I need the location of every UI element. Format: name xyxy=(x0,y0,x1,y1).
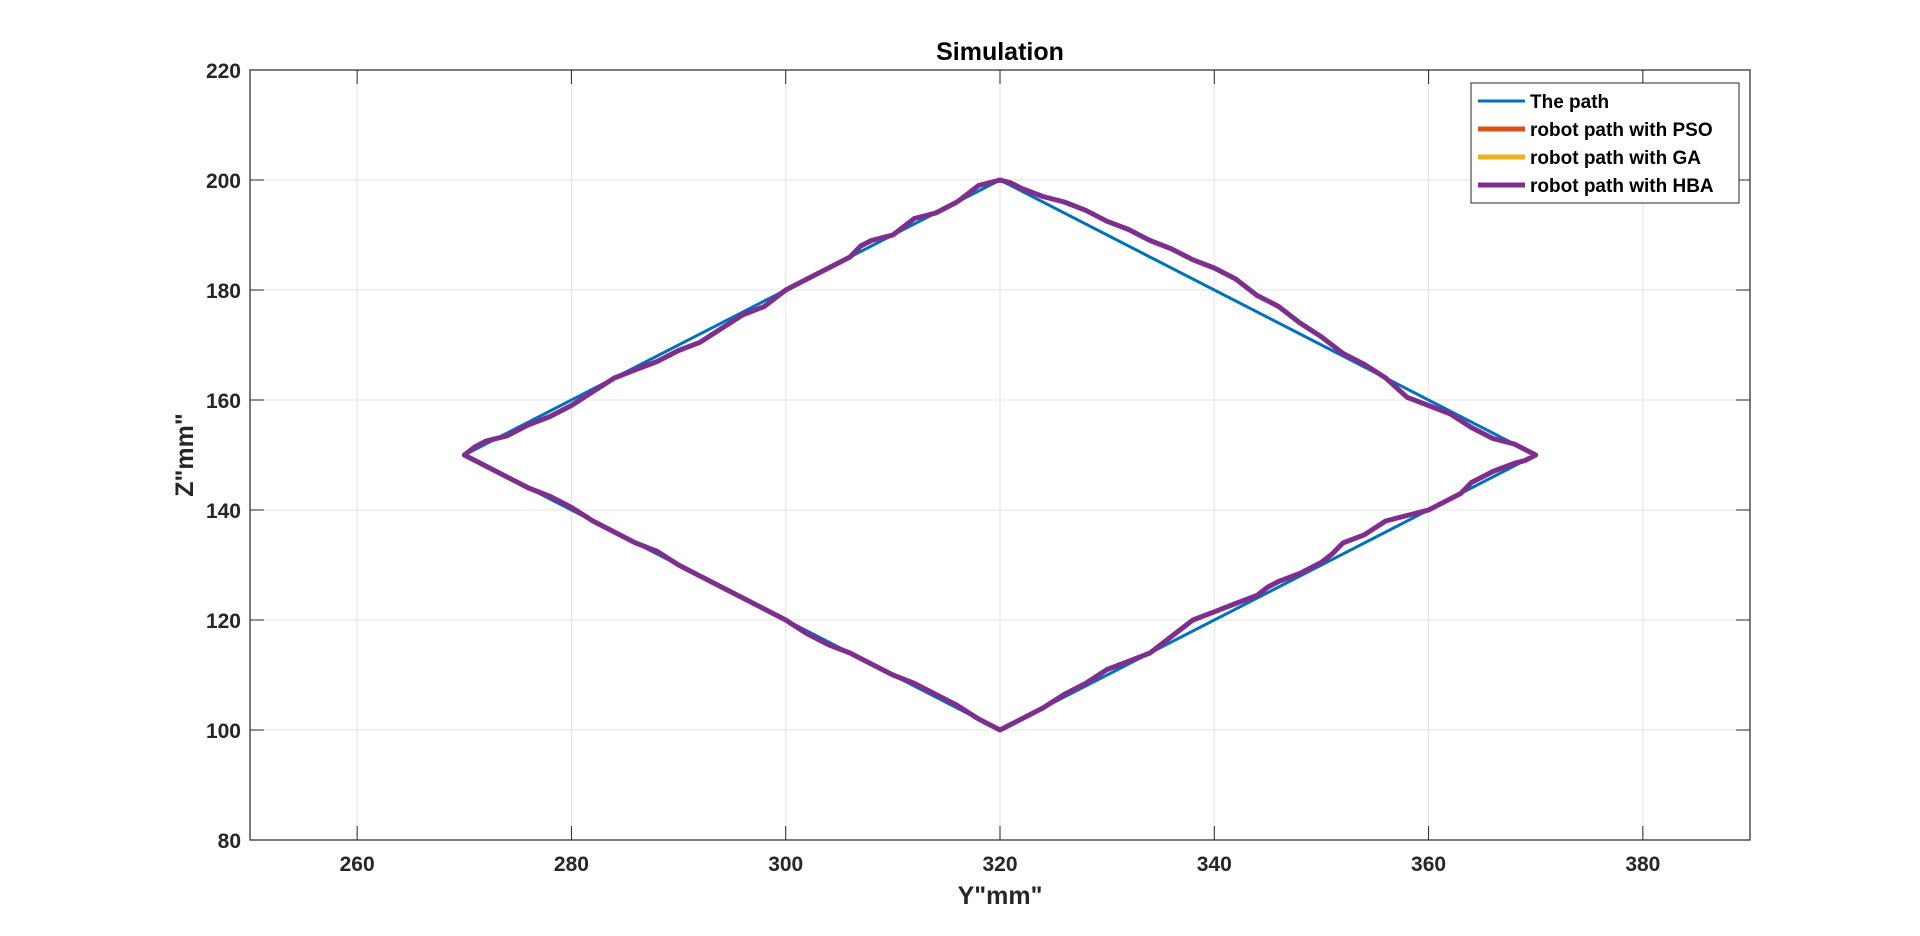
x-tick-label: 360 xyxy=(1411,853,1446,876)
x-tick-label: 260 xyxy=(340,853,375,876)
series-line-robot-path-with-hba xyxy=(461,177,1539,733)
y-tick-label: 140 xyxy=(206,500,241,523)
y-tick-label: 160 xyxy=(206,390,241,413)
x-axis-label: Y"mm" xyxy=(958,882,1043,910)
y-tick-label: 200 xyxy=(206,170,241,193)
y-axis-label: Z"mm" xyxy=(171,413,199,496)
y-tick-label: 100 xyxy=(206,720,241,743)
chart-title: Simulation xyxy=(936,38,1064,66)
y-tick-label: 180 xyxy=(206,280,241,303)
legend-label-robot-path-with-pso: robot path with PSO xyxy=(1530,120,1713,141)
legend: The path robot path with PSO robot path wi… xyxy=(1470,82,1740,204)
x-tick-label: 300 xyxy=(768,853,803,876)
x-tick-label: 280 xyxy=(554,853,589,876)
x-tick-label: 340 xyxy=(1197,853,1232,876)
series-layer xyxy=(461,177,1539,733)
x-tick-label: 320 xyxy=(982,853,1017,876)
y-tick-label: 220 xyxy=(206,60,241,83)
legend-label-the-path: The path xyxy=(1530,92,1609,113)
legend-label-robot-path-with-hba: robot path with HBA xyxy=(1530,176,1714,197)
legend-label-robot-path-with-ga: robot path with GA xyxy=(1530,148,1701,169)
y-tick-label: 80 xyxy=(218,830,241,853)
y-tick-label: 120 xyxy=(206,610,241,633)
ticks: 260 280 300 320 340 360 380 80 100 120 140 160 180 20… xyxy=(206,60,1750,876)
x-tick-label: 380 xyxy=(1625,853,1660,876)
legend-box xyxy=(1470,82,1740,204)
